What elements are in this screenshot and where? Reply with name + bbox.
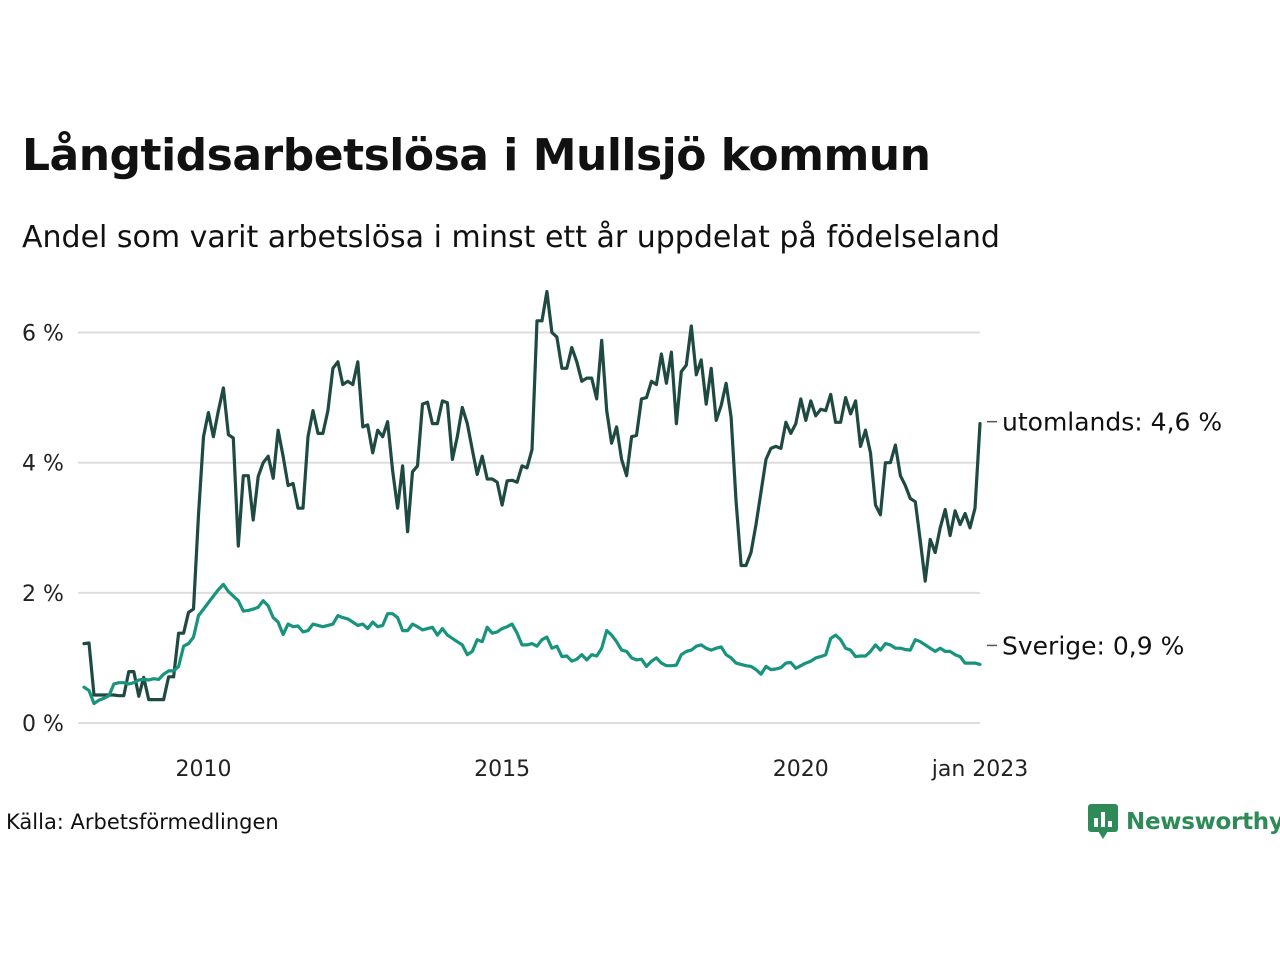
y-tick-label: 6 %	[22, 322, 64, 347]
series-end-label: Sverige: 0,9 %	[1002, 631, 1184, 660]
brand-logo: Newsworthy	[1088, 804, 1280, 840]
x-tick-label: 2015	[474, 757, 530, 782]
newsworthy-logo-icon	[1088, 804, 1118, 839]
x-tick-label: 2020	[773, 757, 829, 782]
source-note: Källa: Arbetsförmedlingen	[6, 810, 279, 834]
series-end-labels: utomlands: 4,6 % Sverige: 0,9 %	[987, 408, 1222, 660]
brand-name: Newsworthy	[1126, 809, 1280, 835]
series-lines	[82, 289, 982, 706]
series-line-sverige	[82, 582, 982, 706]
chart-title: Långtidsarbetslösa i Mullsjö kommun	[22, 130, 931, 181]
series-line-utomlands	[82, 289, 982, 702]
y-tick-label: 0 %	[22, 712, 64, 737]
y-tick-label: 2 %	[22, 582, 64, 607]
y-axis-tick-labels: 0 % 2 % 4 % 6 %	[22, 322, 64, 737]
y-tick-label: 4 %	[22, 452, 64, 477]
grid-lines	[78, 331, 980, 724]
x-tick-label: jan 2023	[931, 757, 1029, 782]
x-tick-label: 2010	[175, 757, 231, 782]
chart-subtitle: Andel som varit arbetslösa i minst ett å…	[22, 220, 1000, 255]
line-chart: 0 % 2 % 4 % 6 % 2010 2015 2020 jan 2023 utomla…	[22, 289, 1222, 782]
x-axis-tick-labels: 2010 2015 2020 jan 2023	[175, 757, 1028, 782]
series-end-label: utomlands: 4,6 %	[1002, 408, 1222, 437]
